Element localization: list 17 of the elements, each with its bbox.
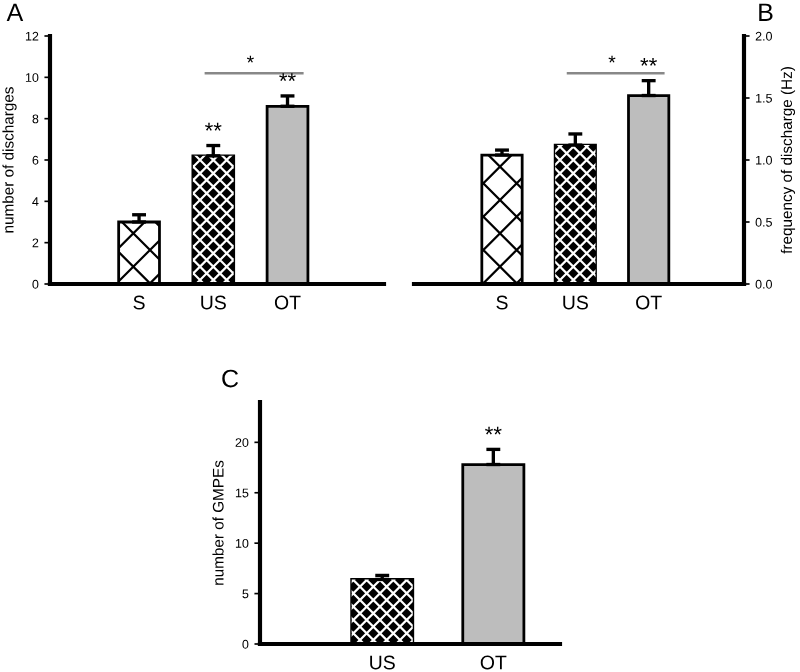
x-tick-label: S <box>133 295 145 310</box>
annotation: * <box>246 55 254 63</box>
text: B <box>759 3 773 21</box>
annotation: ** <box>279 73 296 82</box>
x-tick-label: OT <box>274 295 301 310</box>
annotation: ** <box>205 122 222 131</box>
x-tick-label: OT <box>636 295 662 310</box>
x-tick-label: US <box>563 295 588 310</box>
annotation: ** <box>640 57 657 66</box>
text: A <box>6 3 24 21</box>
text: C <box>222 369 239 388</box>
x-tick-label: OT <box>480 655 507 670</box>
x-tick-label: US <box>370 655 395 670</box>
annotation: * <box>608 55 616 63</box>
x-tick-label: US <box>201 295 226 310</box>
x-tick-label: S <box>496 295 508 310</box>
annotation: ** <box>485 426 502 435</box>
